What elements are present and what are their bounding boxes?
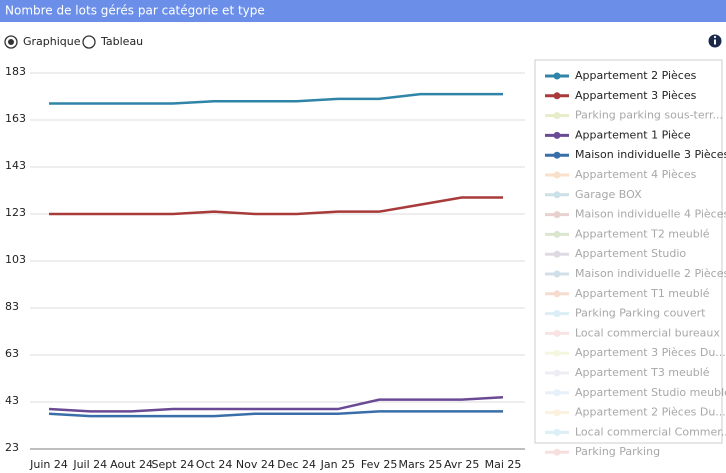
legend-label: Appartement 3 Pièces [575,89,697,102]
legend-item[interactable]: Appartement Studio [545,247,686,260]
legend-label: Appartement T3 meublé [575,366,710,379]
legend-dot [553,72,561,80]
series-line [49,196,503,216]
radio-tableau[interactable]: Tableau [82,35,143,49]
x-tick-label: Sept 24 [152,458,195,471]
legend-item[interactable]: Appartement T2 meublé [545,227,710,240]
info-stem [714,39,716,45]
y-tick-label: 23 [5,441,19,454]
legend-dot [553,290,561,298]
legend-item[interactable]: Parking Parking couvert [545,307,706,320]
legend-dot [553,428,561,436]
info-dot [713,35,717,39]
y-tick-label: 43 [5,394,19,407]
y-tick-label: 163 [5,112,26,125]
radio-button[interactable] [82,35,96,49]
legend-label: Maison individuelle 3 Pièces [575,148,726,161]
legend-label: Appartement 3 Pièces Du... [575,346,726,359]
x-tick-label: Jan 25 [320,458,355,471]
series-line [49,92,503,105]
header-title: Nombre de lots gérés par catégorie et ty… [5,4,265,18]
series-line [48,410,503,418]
legend-dot [553,171,561,179]
legend-box [534,59,723,444]
legend-label: Parking Parking [575,445,660,458]
legend-label: Appartement T1 meublé [575,287,710,300]
y-tick-label: 83 [5,300,19,313]
legend-dot [553,191,561,199]
legend-label: Maison individuelle 2 Pièces [575,267,726,280]
y-tick-label: 143 [5,159,26,172]
legend-label: Appartement 1 Pièce [575,128,691,141]
legend-label: Appartement 2 Pièces Du... [575,406,726,419]
legend-item[interactable]: Appartement T3 meublé [545,366,710,379]
legend-dot [553,329,561,337]
x-tick-label: Juil 24 [72,458,107,471]
legend-item[interactable]: Appartement 1 Pièce [545,128,691,141]
legend-item[interactable]: Local commercial Commer... [545,425,726,438]
series-line [48,396,504,413]
radio-label[interactable]: Graphique [23,35,81,48]
y-tick-label: 103 [5,253,26,266]
legend-dot [553,250,561,258]
legend-label: Maison individuelle 4 Pièces [575,208,726,221]
legend-label: Parking Parking couvert [575,307,706,320]
legend-dot [553,112,561,120]
radio-label[interactable]: Tableau [100,35,143,48]
legend-item[interactable]: Appartement 2 Pièces [545,69,697,82]
legend-label: Local commercial Commer... [575,425,726,438]
legend-dot [553,230,561,238]
legend-item[interactable]: Parking parking sous-terr... [545,109,723,122]
legend-label: Appartement Studio [575,247,686,260]
x-tick-label: Aout 24 [110,458,153,471]
y-tick-label: 63 [5,347,19,360]
legend-dot [553,448,561,456]
legend-dot [553,409,561,417]
legend-dot [553,211,561,219]
legend-item[interactable]: Appartement 3 Pièces Du... [545,346,726,359]
legend-dot [553,270,561,278]
legend-item[interactable]: Maison individuelle 3 Pièces [545,148,726,161]
x-tick-label: Dec 24 [277,458,316,471]
legend-label: Appartement 4 Pièces [575,168,697,181]
legend-label: Appartement 2 Pièces [575,69,697,82]
legend-item[interactable]: Appartement T1 meublé [545,287,710,300]
y-tick-label: 183 [5,65,26,78]
legend-item[interactable]: Parking Parking [545,445,660,458]
x-tick-label: Mai 25 [485,458,522,471]
legend-dot [553,310,561,318]
legend-item[interactable]: Maison individuelle 4 Pièces [545,208,726,221]
legend-dot [553,92,561,100]
x-tick-label: Avr 25 [444,458,479,471]
legend-label: Local commercial bureaux [575,326,720,339]
legend-dot [553,151,561,159]
legend-label: Parking parking sous-terr... [575,109,723,122]
legend-dot [553,369,561,377]
legend-dot [553,389,561,397]
x-tick-label: Juin 24 [29,458,68,471]
legend-label: Appartement T2 meublé [575,227,710,240]
legend-label: Garage BOX [575,188,642,201]
legend-item[interactable]: Appartement Studio meublé [545,386,726,399]
info-icon[interactable] [708,34,722,48]
legend-item[interactable]: Appartement 4 Pièces [545,168,697,181]
legend-label: Appartement Studio meublé [575,386,726,399]
legend-item[interactable]: Garage BOX [545,188,642,201]
x-tick-label: Mars 25 [398,458,442,471]
x-tick-label: Oct 24 [196,458,233,471]
legend-dot [553,349,561,357]
legend-item[interactable]: Maison individuelle 2 Pièces [545,267,726,280]
legend-dot [553,131,561,139]
y-tick-label: 123 [5,206,26,219]
radio-graphique[interactable]: Graphique [4,35,81,49]
x-tick-label: Nov 24 [236,458,275,471]
radio-dot [8,39,14,45]
legend-item[interactable]: Appartement 3 Pièces [545,89,697,102]
x-tick-label: Fev 25 [361,458,398,471]
legend-item[interactable]: Appartement 2 Pièces Du... [545,406,726,419]
legend-item[interactable]: Local commercial bureaux [545,326,720,339]
header-bar [0,0,726,22]
